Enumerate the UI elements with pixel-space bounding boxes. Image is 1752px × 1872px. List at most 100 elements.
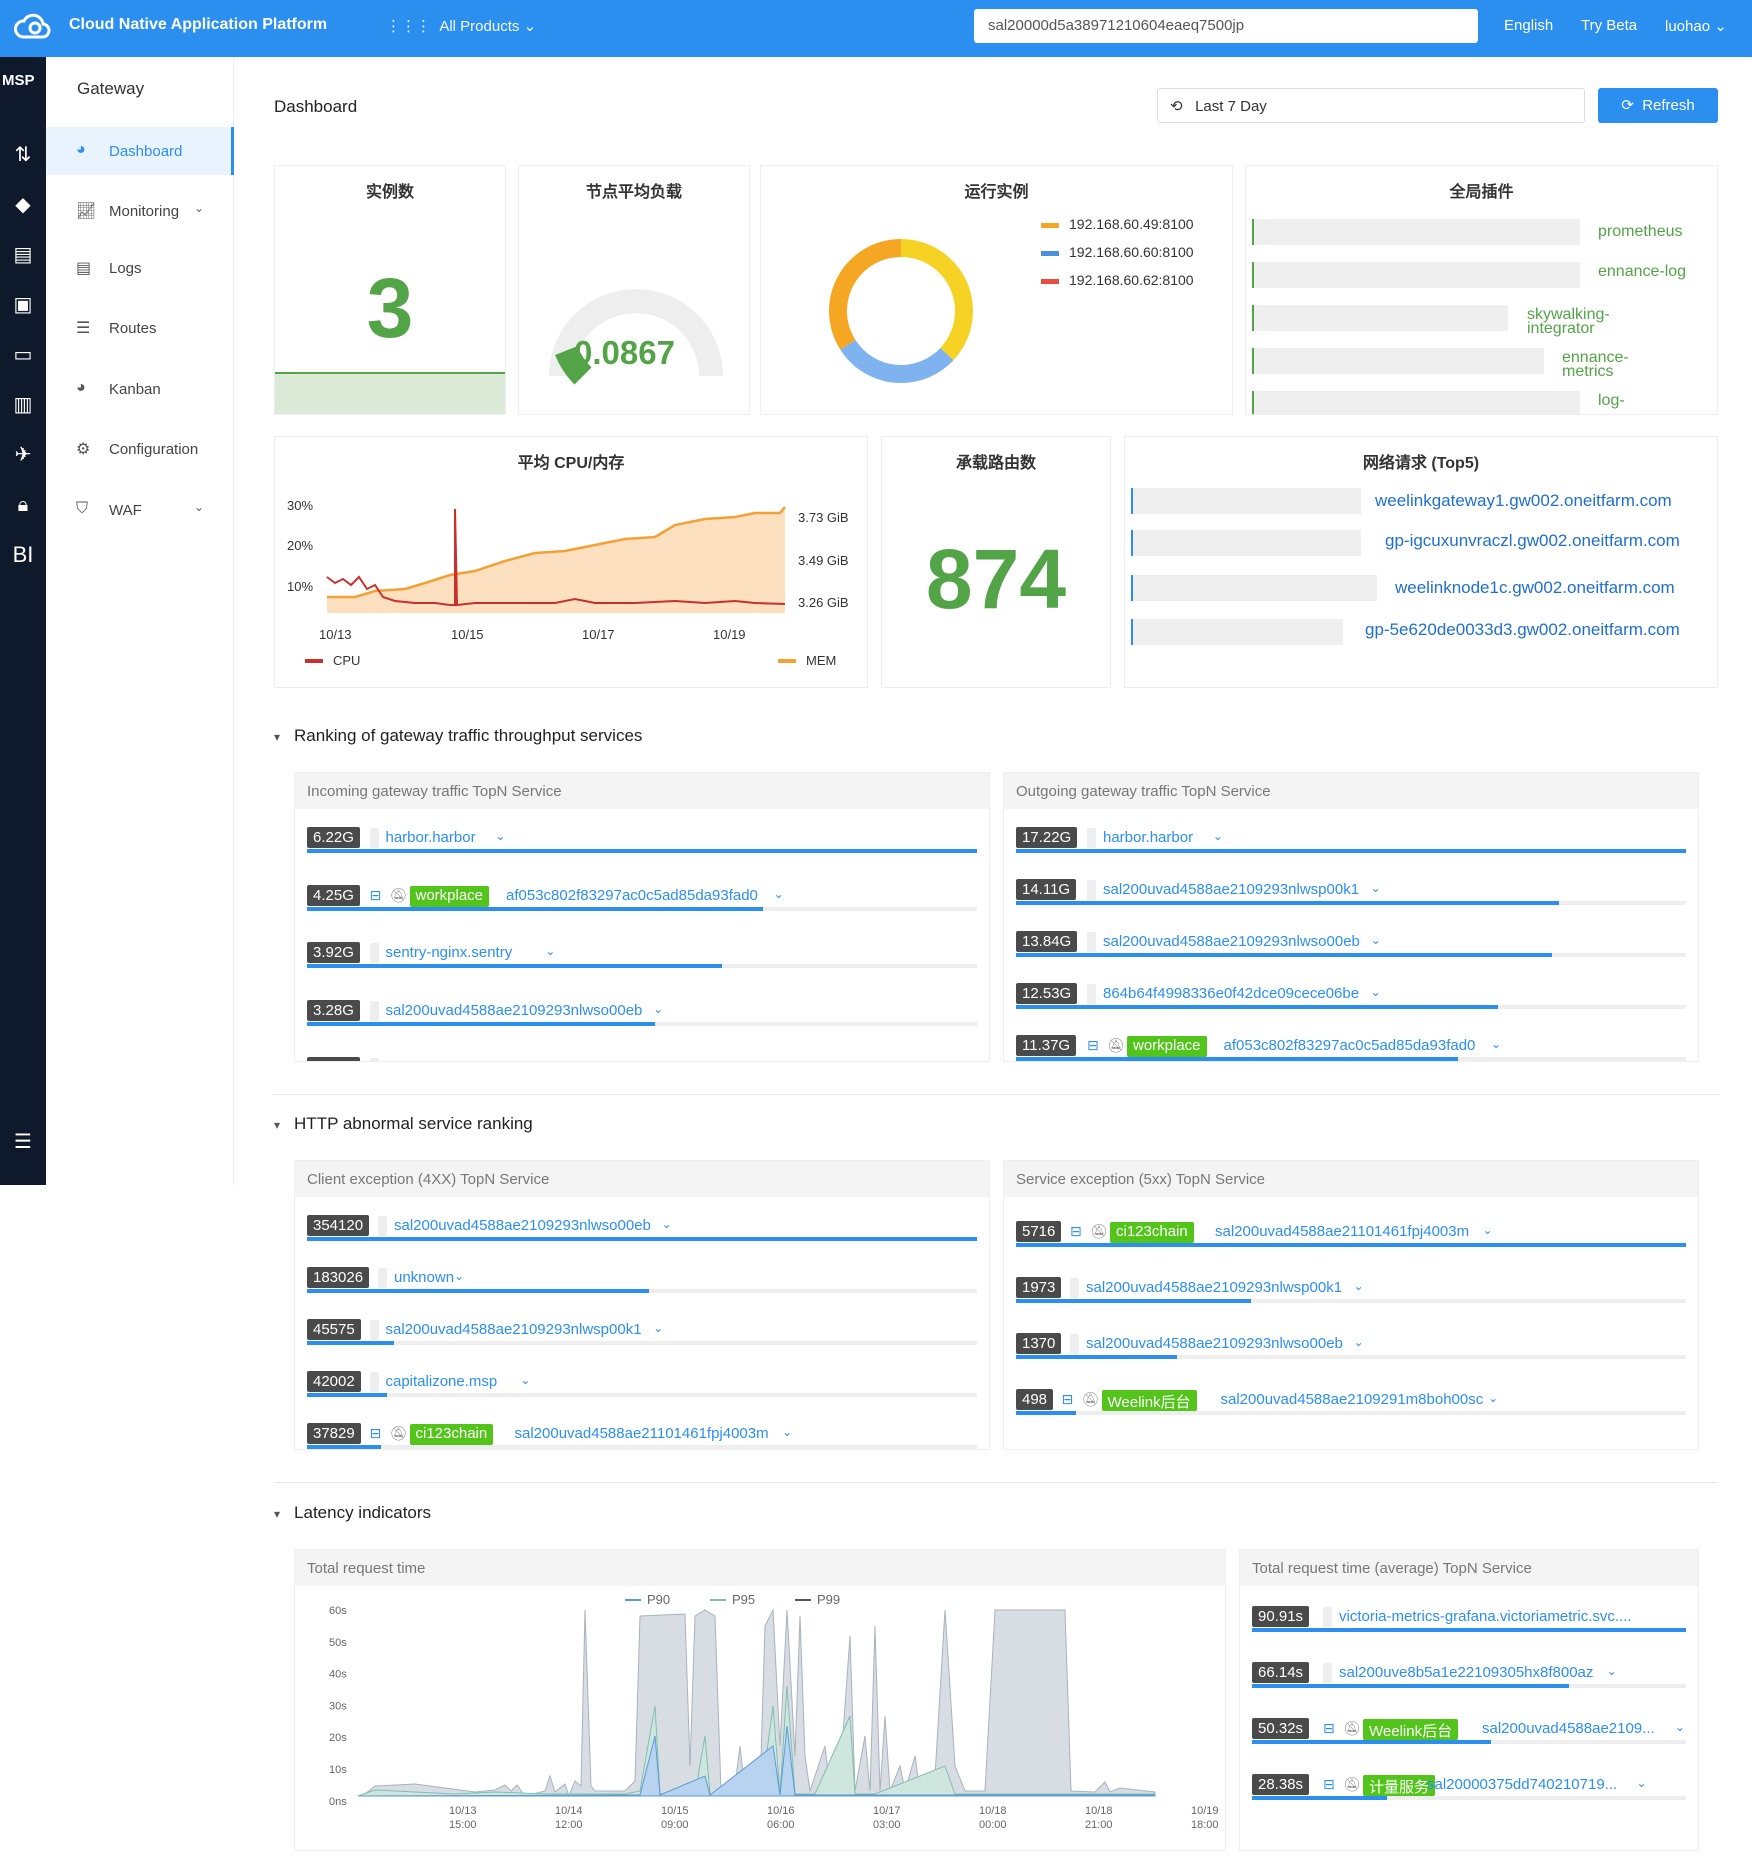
donut-slice[interactable] [840, 339, 954, 383]
legend-item[interactable]: 192.168.60.62:8100 [1041, 272, 1194, 300]
service-name-link[interactable]: af053c802f83297ac0c5ad85da93fad0 [1223, 1037, 1476, 1054]
chevron-down-icon[interactable]: ⌄ [1491, 1037, 1502, 1051]
service-doc-icon[interactable]: ⊟ [1323, 1720, 1335, 1736]
time-range-picker[interactable]: ⟲ Last 7 Day [1157, 88, 1585, 123]
section-http-header[interactable]: ▾ HTTP abnormal service ranking [274, 1114, 533, 1134]
donut-slice[interactable] [829, 239, 901, 350]
service-name-link[interactable]: sentry-nginx.sentry [385, 944, 513, 961]
screen-icon[interactable]: ▭ [13, 344, 33, 366]
menu-icon[interactable]: ☰ [14, 1131, 32, 1153]
sidebar-item-configuration[interactable]: ⚙ Configuration [46, 425, 234, 473]
network-host[interactable]: gp-igcuxunvraczl.gw002.oneitfarm.com [1385, 531, 1680, 550]
donut-slice[interactable] [901, 239, 973, 361]
service-name-link[interactable]: 864b64f4998336e0f42dce09cece06be [1103, 985, 1360, 1002]
service-name-link[interactable]: unknown [394, 1269, 455, 1286]
layers-icon[interactable]: ◆ [15, 194, 31, 216]
user-menu[interactable]: luohao ⌄ [1665, 17, 1727, 35]
service-doc-icon[interactable]: ⊟ [369, 886, 382, 903]
chevron-down-icon[interactable]: ⌄ [545, 944, 556, 958]
service-doc-icon[interactable]: ⊟ [369, 1425, 382, 1441]
chevron-down-icon[interactable]: ⌄ [1488, 1391, 1499, 1405]
try-beta-link[interactable]: Try Beta [1581, 17, 1638, 34]
chevron-down-icon[interactable]: ⌄ [653, 1321, 664, 1335]
chevron-down-icon[interactable]: ⌄ [1636, 1776, 1647, 1790]
refresh-button[interactable]: ⟳ Refresh [1598, 88, 1718, 123]
network-host[interactable]: weelinkgateway1.gw002.oneitfarm.com [1375, 491, 1672, 510]
service-doc-icon[interactable]: ⊟ [1070, 1223, 1082, 1239]
chevron-down-icon[interactable]: ⌄ [1370, 933, 1381, 947]
sidebar-item-monitoring[interactable]: 📈︎ Monitoring ⌄ [46, 187, 234, 235]
chevron-down-icon[interactable]: ⌄ [1482, 1223, 1493, 1237]
service-doc-icon[interactable]: ⊟ [1323, 1776, 1335, 1792]
service-name-link[interactable]: sal200uvad4588ae2109293nlwso00eb [1103, 933, 1360, 950]
service-name-link[interactable]: sal200uvad4588ae2109... [1482, 1720, 1655, 1737]
chevron-down-icon[interactable]: ⌄ [1606, 1664, 1617, 1678]
service-name-link[interactable]: sal200uvad4588ae2109293nlwso00eb [385, 1001, 643, 1019]
mute-icon[interactable]: 🔕︎ [389, 886, 408, 903]
chevron-down-icon[interactable]: ⌄ [653, 1001, 664, 1016]
chevron-down-icon[interactable]: ⌄ [782, 1425, 793, 1439]
chevron-down-icon[interactable]: ⌄ [661, 1217, 672, 1231]
monitor-icon[interactable]: ▣ [13, 294, 33, 316]
sidebar-item-kanban[interactable]: ◕ Kanban [46, 365, 234, 413]
chevron-down-icon[interactable]: ⌄ [1353, 1279, 1364, 1293]
global-search-input[interactable]: sal20000d5a38971210604eaeq7500jp [974, 9, 1478, 43]
service-name-link[interactable]: harbor.harbor [1103, 829, 1194, 846]
traffic-icon[interactable]: ⇅ [14, 144, 32, 166]
chevron-down-icon[interactable]: ⌄ [520, 1373, 531, 1387]
service-name-link[interactable]: sal200uvad4588ae2109293nlwsp00k1 [386, 1059, 642, 1061]
service-name-link[interactable]: sal200uvad4588ae2109293nlwso00eb [1086, 1335, 1343, 1352]
mute-icon[interactable]: 🔕︎ [1090, 1223, 1108, 1239]
rail-msp-label[interactable]: MSP [2, 72, 35, 89]
brand-name[interactable]: Cloud Native Application Platform [69, 16, 328, 33]
sidebar-item-dashboard[interactable]: ◕ Dashboard [46, 127, 234, 175]
mute-icon[interactable]: 🔕︎ [1343, 1720, 1361, 1736]
service-name-link[interactable]: af053c802f83297ac0c5ad85da93fad0 [506, 886, 758, 904]
section-latency-header[interactable]: ▾ Latency indicators [274, 1503, 431, 1523]
legend-item[interactable]: 192.168.60.49:8100 [1041, 216, 1194, 244]
chevron-down-icon[interactable]: ⌄ [1370, 881, 1381, 895]
chevron-down-icon[interactable]: ⌄ [1674, 1720, 1685, 1734]
clipboard-icon[interactable]: ▤ [13, 244, 33, 266]
plugin-name[interactable]: ennance-log [1598, 263, 1687, 280]
service-name-link[interactable]: harbor.harbor [385, 829, 476, 846]
plugin-name[interactable]: log- [1598, 392, 1625, 409]
service-name-link[interactable]: sal200uvad4588ae21101461fpj4003m [1215, 1223, 1470, 1240]
mute-icon[interactable]: 🔕︎ [1081, 1391, 1100, 1407]
chevron-down-icon[interactable]: ⌄ [773, 886, 784, 901]
service-name-link[interactable]: capitalizone.msp [385, 1373, 498, 1390]
bar-chart-icon[interactable]: ▥ [13, 394, 33, 416]
lock-icon[interactable]: 🔒︎ [17, 494, 29, 516]
network-host[interactable]: weelinknode1c.gw002.oneitfarm.com [1395, 578, 1675, 597]
service-name-link[interactable]: sal200uvad4588ae2109291m8boh00sc [1220, 1391, 1484, 1408]
chevron-down-icon[interactable]: ⌄ [1370, 985, 1381, 999]
service-name-link[interactable]: sal20000375dd740210719... [1427, 1776, 1618, 1793]
cloud-logo-icon[interactable] [14, 12, 52, 40]
service-doc-icon[interactable]: ⊟ [1061, 1391, 1074, 1407]
sidebar-item-waf[interactable]: ⛉ WAF ⌄ [46, 486, 234, 534]
service-doc-icon[interactable]: ⊟ [1087, 1037, 1099, 1053]
service-name-link[interactable]: sal200uvad4588ae2109293nlwsp00k1 [1086, 1279, 1343, 1296]
bi-icon[interactable]: BI [12, 542, 34, 567]
chevron-down-icon[interactable]: ⌄ [1353, 1335, 1364, 1349]
legend-item[interactable]: 192.168.60.60:8100 [1041, 244, 1194, 272]
mute-icon[interactable]: 🔕︎ [1343, 1776, 1361, 1792]
chevron-down-icon[interactable]: ⌄ [454, 1269, 465, 1283]
mute-icon[interactable]: 🔕︎ [1107, 1037, 1125, 1053]
service-name-link[interactable]: sal200uvad4588ae21101461fpj4003m [514, 1425, 769, 1442]
section-traffic-header[interactable]: ▾ Ranking of gateway traffic throughput s… [274, 726, 642, 746]
plugin-name[interactable]: ennance-metrics [1562, 349, 1629, 380]
all-products-menu[interactable]: ⋮⋮⋮ All Products ⌄ [386, 17, 536, 35]
sidebar-item-routes[interactable]: ☰ Routes [46, 304, 234, 352]
service-name-link[interactable]: sal200uvad4588ae2109293nlwsp00k1 [385, 1321, 642, 1338]
plugin-name[interactable]: prometheus [1598, 223, 1683, 240]
network-host[interactable]: gp-5e620de0033d3.gw002.oneitfarm.com [1365, 620, 1680, 639]
plugin-name[interactable]: skywalking-integrator [1527, 306, 1610, 337]
chevron-down-icon[interactable]: ⌄ [1212, 829, 1223, 843]
service-name-link[interactable]: sal200uvad4588ae2109293nlwsp00k1 [1103, 881, 1360, 898]
rocket-icon[interactable]: ✈ [14, 444, 32, 466]
chevron-down-icon[interactable]: ⌄ [495, 829, 506, 843]
service-name-link[interactable]: victoria-metrics-grafana.victoriametric.… [1339, 1608, 1632, 1625]
service-name-link[interactable]: sal200uvad4588ae2109293nlwso00eb [394, 1217, 651, 1234]
sidebar-item-logs[interactable]: ▤ Logs [46, 244, 234, 292]
